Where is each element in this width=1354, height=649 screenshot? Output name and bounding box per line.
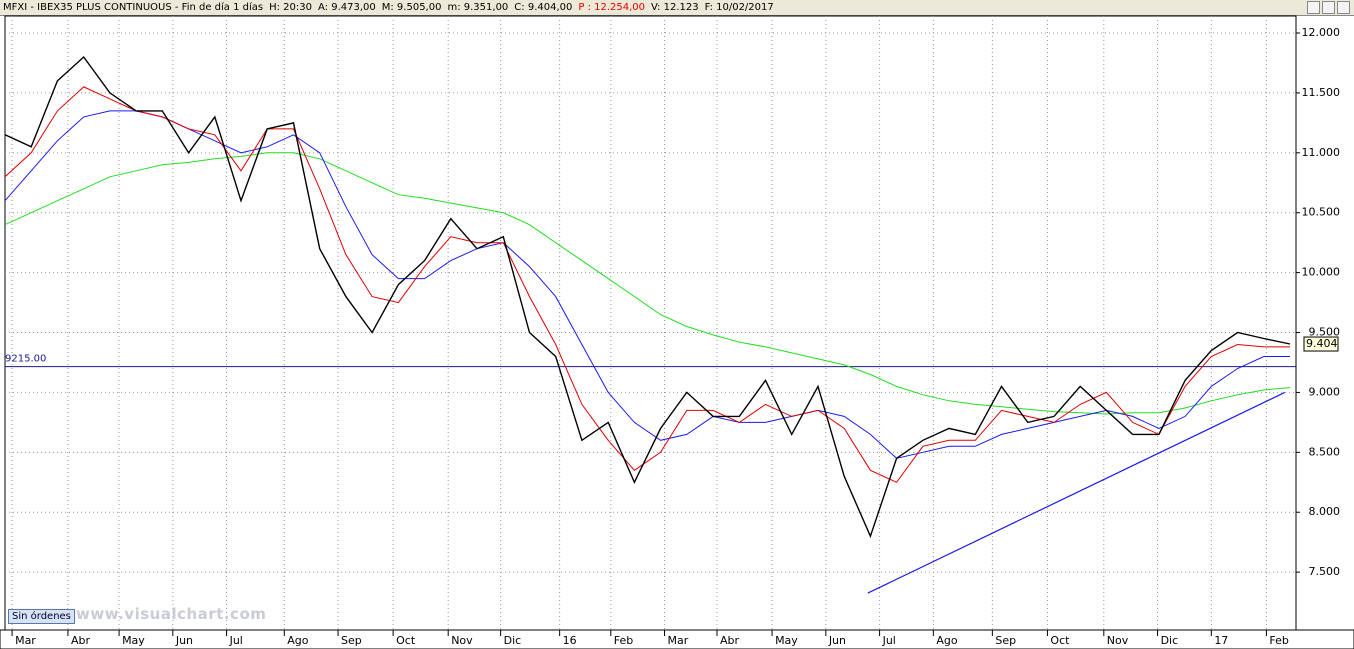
series-line <box>4 152 1291 415</box>
header-item: M: 9.505,00 <box>381 2 442 13</box>
maximize[interactable] <box>1322 1 1335 14</box>
x-tick-label: Feb <box>614 634 633 647</box>
header-item: A: 9.473,00 <box>318 2 376 13</box>
watermark: www.visualchart.com <box>76 605 267 623</box>
series-line <box>4 110 1290 459</box>
header-item: MFXI - IBEX35 PLUS CONTINUOUS - Fin de d… <box>3 2 264 13</box>
y-tick-label: 12.000 <box>1302 26 1341 39</box>
close[interactable] <box>1337 1 1350 14</box>
x-tick-label: Dic <box>1161 634 1179 647</box>
series-line <box>4 86 1290 483</box>
x-tick-label: Jul <box>882 634 896 647</box>
series-line <box>4 55 1291 539</box>
x-tick-label: Dic <box>504 634 522 647</box>
last-price-label: 9.404 <box>1306 337 1338 350</box>
y-tick-label: 7.500 <box>1309 565 1341 578</box>
header-item: V: 12.123 <box>651 2 699 13</box>
x-tick-label: Jul <box>229 634 243 647</box>
x-tick-label: Feb <box>1269 634 1288 647</box>
header-item: C: 9.404,00 <box>514 2 573 13</box>
title-bar: MFXI - IBEX35 PLUS CONTINUOUS - Fin de d… <box>0 0 1354 16</box>
x-tick-label: Abr <box>720 634 740 647</box>
x-tick-label: Oct <box>396 634 416 647</box>
x-tick-label: Mar <box>15 634 36 647</box>
y-tick-label: 9.000 <box>1309 385 1341 398</box>
x-tick-label: 17 <box>1214 634 1228 647</box>
header-item: P : 12.254,00 <box>578 2 646 13</box>
plot-area <box>4 15 1297 631</box>
x-tick-label: May <box>122 634 145 647</box>
header-item: m: 9.351,00 <box>447 2 509 13</box>
x-tick-label: Oct <box>1050 634 1070 647</box>
x-tick-label: Nov <box>451 634 473 647</box>
x-tick-label: May <box>775 634 798 647</box>
y-tick-label: 10.000 <box>1302 266 1341 279</box>
y-tick-label: 11.000 <box>1302 146 1341 159</box>
x-tick-label: 16 <box>563 634 577 647</box>
header-item: H: 20:30 <box>269 2 312 13</box>
orders-button[interactable]: Sin órdenes <box>8 609 75 624</box>
minimize[interactable] <box>1307 1 1320 14</box>
trend-line <box>867 391 1286 594</box>
support-label: 9215.00 <box>5 354 46 365</box>
x-tick-label: Jun <box>175 634 193 647</box>
x-tick-label: Jun <box>828 634 846 647</box>
header-item: F: 10/02/2017 <box>704 2 774 13</box>
y-tick-label: 9.500 <box>1309 326 1341 339</box>
x-tick-label: Ago <box>936 634 958 647</box>
x-tick-label: Abr <box>71 634 91 647</box>
last-price-box <box>1303 336 1339 352</box>
y-tick-label: 8.000 <box>1309 505 1341 518</box>
quote-header: MFXI - IBEX35 PLUS CONTINUOUS - Fin de d… <box>3 0 780 15</box>
x-tick-label: Sep <box>995 634 1016 647</box>
window-buttons <box>1305 1 1350 20</box>
y-tick-label: 11.500 <box>1302 86 1341 99</box>
x-tick-label: Ago <box>287 634 309 647</box>
x-tick-label: Mar <box>668 634 689 647</box>
y-tick-label: 8.500 <box>1309 445 1341 458</box>
x-tick-label: Nov <box>1107 634 1129 647</box>
x-tick-label: Sep <box>341 634 362 647</box>
y-tick-label: 10.500 <box>1302 206 1341 219</box>
